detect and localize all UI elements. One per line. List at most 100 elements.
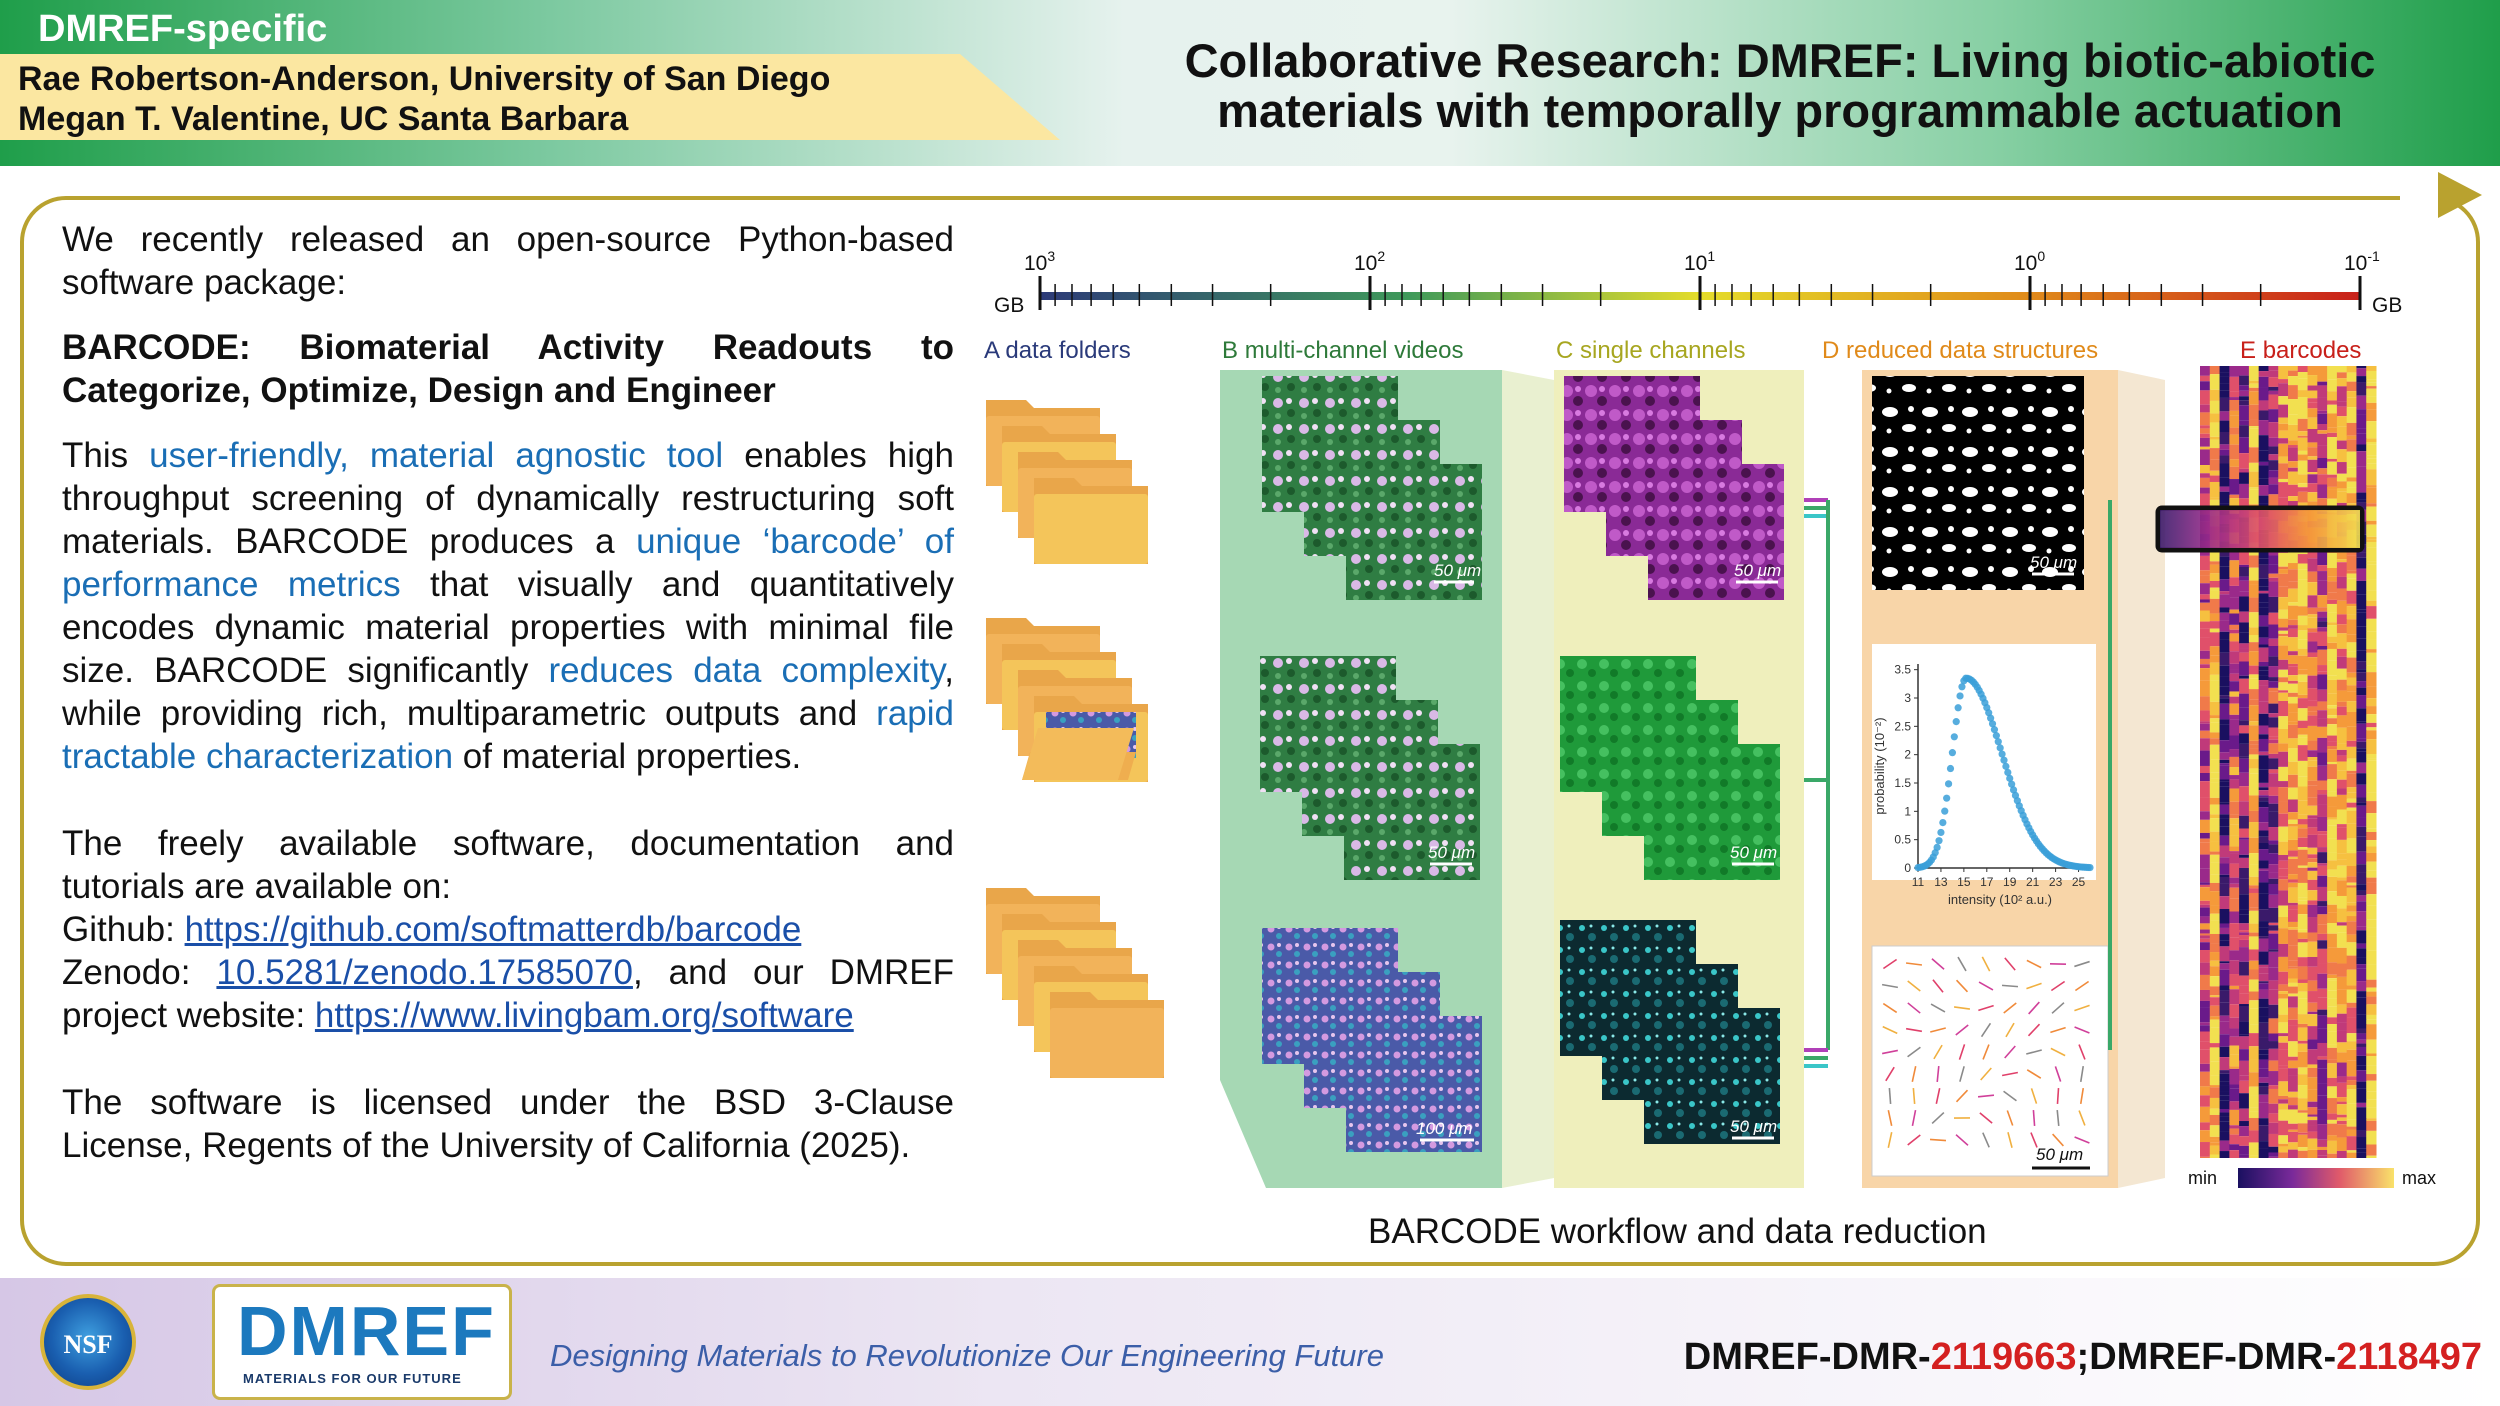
histogram-point <box>1985 709 1993 717</box>
barcode-cell <box>2327 806 2338 818</box>
barcode-cell <box>2307 797 2318 806</box>
barcode-cell <box>2327 791 2338 797</box>
barcode-cell <box>2229 1066 2240 1069</box>
barcode-cell <box>2268 577 2279 582</box>
barcode-cell <box>2248 1111 2260 1119</box>
barcode-cell <box>2239 932 2250 936</box>
barcode-cell <box>2278 876 2289 880</box>
barcode-cell <box>2366 618 2377 632</box>
barcode-cell <box>2336 770 2348 780</box>
barcode-cell <box>2239 786 2250 802</box>
barcode-cell <box>2248 642 2260 652</box>
barcode-cell <box>2239 1154 2250 1158</box>
award-2-prefix: DMREF-DMR- <box>2089 1336 2337 1378</box>
barcode-cell <box>2327 450 2338 459</box>
barcode-cell <box>2278 1135 2289 1144</box>
barcode-cell <box>2317 831 2328 835</box>
barcode-cell <box>2307 366 2318 376</box>
barcode-cell <box>2278 991 2289 994</box>
barcode-cell <box>2278 1099 2289 1104</box>
barcode-cell <box>2346 810 2357 824</box>
barcode-cell <box>2307 780 2318 786</box>
barcode-cell <box>2336 794 2348 810</box>
barcode-cell <box>2219 857 2230 864</box>
barcode-cell <box>2356 884 2367 891</box>
barcode-cell <box>2239 567 2250 577</box>
barcode-cell <box>2356 395 2367 410</box>
histogram-point <box>1944 780 1953 788</box>
barcode-cell <box>2346 802 2357 808</box>
barcode-cell <box>2356 1028 2367 1034</box>
vector-arrow <box>1885 1066 1895 1082</box>
scale-unit-right: GB <box>2372 294 2402 317</box>
barcode-cell <box>2288 721 2299 725</box>
github-link[interactable]: https://github.com/softmatterdb/barcode <box>184 910 802 949</box>
barcode-cell <box>2200 838 2211 843</box>
barcode-cell <box>2248 419 2260 427</box>
barcode-cell <box>2248 979 2260 992</box>
barcode-cell <box>2219 781 2230 787</box>
barcode-cell <box>2200 1071 2211 1087</box>
barcode-cell <box>2278 1146 2289 1153</box>
barcode-cell <box>2336 656 2348 669</box>
barcode-cell <box>2288 385 2299 400</box>
barcode-cell <box>2297 1147 2309 1151</box>
barcode-cell <box>2258 797 2269 802</box>
barcode-cell <box>2248 795 2260 811</box>
barcode-cell <box>2258 371 2269 377</box>
zenodo-link[interactable]: 10.5281/zenodo.17585070 <box>216 953 633 992</box>
frame-gap <box>2400 186 2440 206</box>
barcode-cell <box>2307 1049 2318 1065</box>
barcode-cell <box>2307 408 2318 418</box>
barcode-cell <box>2200 637 2211 651</box>
barcode-cell <box>2239 839 2250 855</box>
barcode-cell <box>2200 929 2211 934</box>
histogram-y-tick: 0.5 <box>1894 833 1911 847</box>
barcode-cell <box>2307 766 2318 781</box>
barcode-cell <box>2229 444 2240 460</box>
barcode-cell <box>2356 466 2367 481</box>
vector-arrow <box>1931 1111 1945 1125</box>
barcode-cell <box>2248 651 2260 666</box>
barcode-cell <box>2219 676 2230 687</box>
barcode-cell <box>2268 727 2279 737</box>
histogram-point <box>1948 749 1956 757</box>
barcode-cell <box>2268 967 2279 981</box>
barcode-cell <box>2278 569 2289 574</box>
barcode-cell <box>2209 561 2221 565</box>
barcode-cell <box>2258 921 2269 928</box>
barcode-cell <box>2297 648 2309 656</box>
barcode-cell <box>2219 1046 2230 1058</box>
barcode-cell <box>2239 1034 2250 1037</box>
barcode-cell <box>2327 819 2338 826</box>
barcode-cell <box>2288 909 2299 922</box>
vector-arrow <box>1980 1022 1992 1038</box>
barcode-cell <box>2327 477 2338 487</box>
barcode-cell <box>2356 499 2367 503</box>
barcode-cell <box>2200 449 2211 466</box>
barcode-cell <box>2346 578 2357 591</box>
scalebar-c2: 50 μm <box>1730 843 1777 862</box>
barcode-cell <box>2248 991 2260 1001</box>
website-link[interactable]: https://www.livingbam.org/software <box>314 996 854 1035</box>
barcode-cell <box>2278 383 2289 397</box>
barcode-cell <box>2200 938 2211 943</box>
barcode-cell <box>2239 425 2250 438</box>
barcode-cell <box>2317 649 2328 666</box>
barcode-cell <box>2219 639 2230 653</box>
barcode-cell <box>2307 932 2318 942</box>
barcode-cell <box>2307 402 2318 409</box>
barcode-cell <box>2209 744 2221 760</box>
barcode-cell <box>2268 564 2279 574</box>
barcode-cell <box>2307 417 2318 429</box>
barcode-cell <box>2239 993 2250 1005</box>
barcode-cell <box>2278 396 2289 405</box>
barcode-cell <box>2209 1139 2221 1143</box>
barcode-cell <box>2356 1033 2367 1040</box>
barcode-cell <box>2258 670 2269 676</box>
vector-arrow <box>1959 1066 1965 1082</box>
barcode-cell <box>2346 1085 2357 1090</box>
barcode-cell <box>2200 477 2211 488</box>
barcode-cell <box>2288 602 2299 606</box>
barcode-cell <box>2239 1126 2250 1137</box>
